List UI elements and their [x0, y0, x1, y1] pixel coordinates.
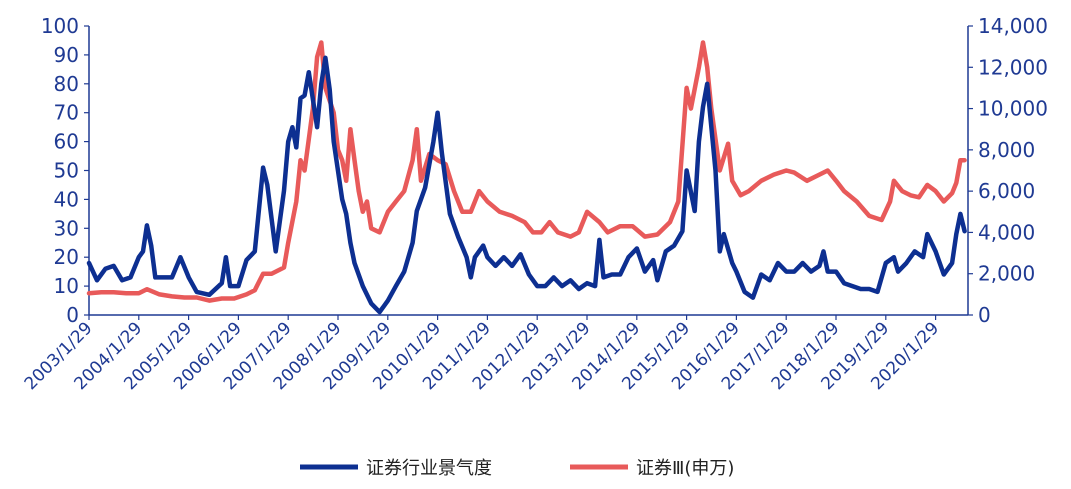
right-tick-label: 12,000 — [978, 55, 1048, 79]
x-axis-ticks: 2003/1/292004/1/292005/1/292006/1/292007… — [21, 315, 943, 394]
legend: 证券行业景气度 证券Ⅲ(申万) — [300, 458, 734, 479]
right-tick-label: 8,000 — [978, 138, 1035, 162]
series-layer — [86, 40, 967, 315]
right-tick-label: 10,000 — [978, 97, 1048, 121]
right-tick-label: 6,000 — [978, 179, 1035, 203]
left-tick-label: 80 — [54, 72, 79, 96]
left-tick-label: 60 — [54, 130, 79, 154]
left-tick-label: 30 — [54, 216, 79, 240]
left-tick-label: 70 — [54, 101, 79, 125]
left-tick-label: 20 — [54, 245, 79, 269]
left-axis-ticks: 0 10 20 30 40 50 60 70 80 90 100 — [41, 14, 89, 327]
legend-label: 证券行业景气度 — [366, 458, 492, 479]
left-tick-label: 40 — [54, 187, 79, 211]
series-line-industry-sentiment — [86, 55, 967, 315]
left-tick-label: 50 — [54, 159, 79, 183]
right-tick-label: 0 — [978, 303, 991, 327]
right-tick-label: 2,000 — [978, 262, 1035, 286]
left-tick-label: 0 — [66, 303, 79, 327]
left-tick-label: 90 — [54, 43, 79, 67]
left-tick-label: 100 — [41, 14, 79, 38]
right-tick-label: 14,000 — [978, 14, 1048, 38]
series-line-securities-index — [86, 40, 967, 303]
right-axis-ticks: 0 2,000 4,000 6,000 8,000 10,000 12,000 14,000 — [968, 14, 1048, 327]
left-tick-label: 10 — [54, 274, 79, 298]
right-tick-label: 4,000 — [978, 220, 1035, 244]
legend-label: 证券Ⅲ(申万) — [636, 458, 734, 479]
